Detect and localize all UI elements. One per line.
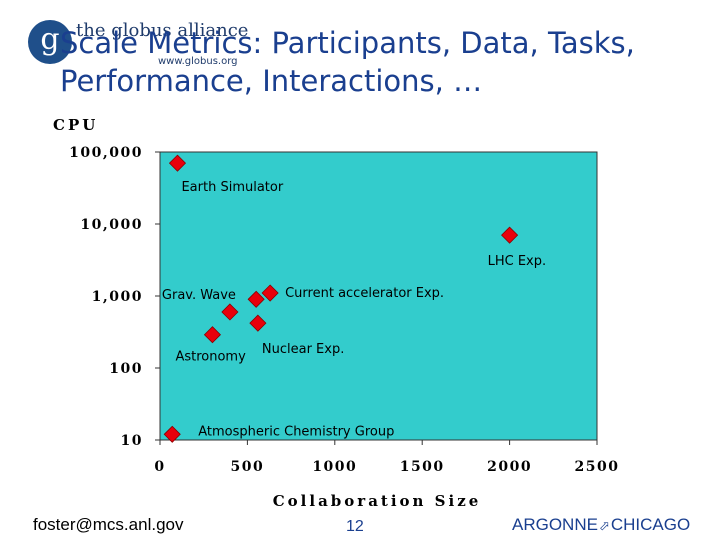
x-axis-label: Collaboration Size [273,492,482,510]
org-left: ARGONNE [512,515,598,534]
data-point-label: LHC Exp. [488,254,547,269]
globus-logo: g the globus alliance www.globus.org [26,18,248,78]
logo-url: www.globus.org [158,56,238,67]
data-point-label: Earth Simulator [181,180,283,195]
x-tick-label: 2000 [487,459,532,475]
y-axis-label: CPU [53,116,98,134]
data-point-label: Grav. Wave [162,288,236,303]
data-point-marker [163,425,181,443]
arrow-icon: ⬀ [598,518,610,533]
footer-org: ARGONNE⬀CHICAGO [512,515,690,535]
slide-title: Scale Metrics: Participants, Data, Tasks… [60,26,635,98]
x-tick-label: 2500 [575,459,620,475]
data-point-label: Nuclear Exp. [262,342,344,357]
x-tick-label: 1000 [312,459,357,475]
data-point-label: Current accelerator Exp. [285,286,444,301]
y-tick-label: 10,000 [80,217,143,233]
data-point-marker [168,154,187,172]
x-tick-label: 0 [154,459,165,475]
footer-email: foster@mcs.anl.gov [33,515,184,534]
org-right: CHICAGO [610,515,691,534]
y-tick-label: 1,000 [92,289,143,305]
plot-area [159,151,598,441]
data-point-marker [249,314,267,332]
logo-name: the globus alliance [76,20,249,41]
x-tick-label: 500 [231,459,265,475]
page-number: 12 [346,518,364,535]
x-tick-label: 1500 [400,459,445,475]
data-point-label: Atmospheric Chemistry Group [198,424,394,439]
data-point-marker [247,290,265,308]
data-points: Earth Simulator LHC Exp. Current accelerat… [162,154,547,443]
globus-logo-icon: g [28,20,72,64]
data-point-marker [221,303,239,321]
data-point-marker [501,226,519,244]
data-point-marker [203,326,222,344]
y-tick-label: 100 [109,361,143,377]
y-tick-label: 100,000 [69,145,143,161]
data-point-marker [261,284,279,302]
data-point-label: Astronomy [175,350,246,365]
y-tick-label: 10 [121,433,143,449]
axes: 10 100 1,000 10,000 100,000 0 500 1000 1500 2000 2… [53,116,620,510]
